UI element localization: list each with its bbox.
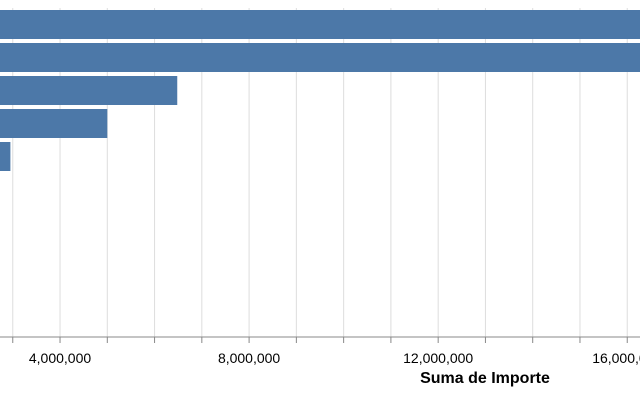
x-tick-label: 16,000,000 bbox=[592, 350, 640, 366]
x-tick-label: 4,000,000 bbox=[29, 350, 91, 366]
x-tick-label: 8,000,000 bbox=[218, 350, 280, 366]
bar bbox=[0, 43, 640, 72]
x-tick-label: 12,000,000 bbox=[403, 350, 473, 366]
bar bbox=[0, 109, 108, 138]
x-axis-title: Suma de Importe bbox=[420, 370, 550, 387]
bar bbox=[0, 10, 640, 39]
bar bbox=[0, 76, 178, 105]
bar bbox=[0, 142, 11, 171]
